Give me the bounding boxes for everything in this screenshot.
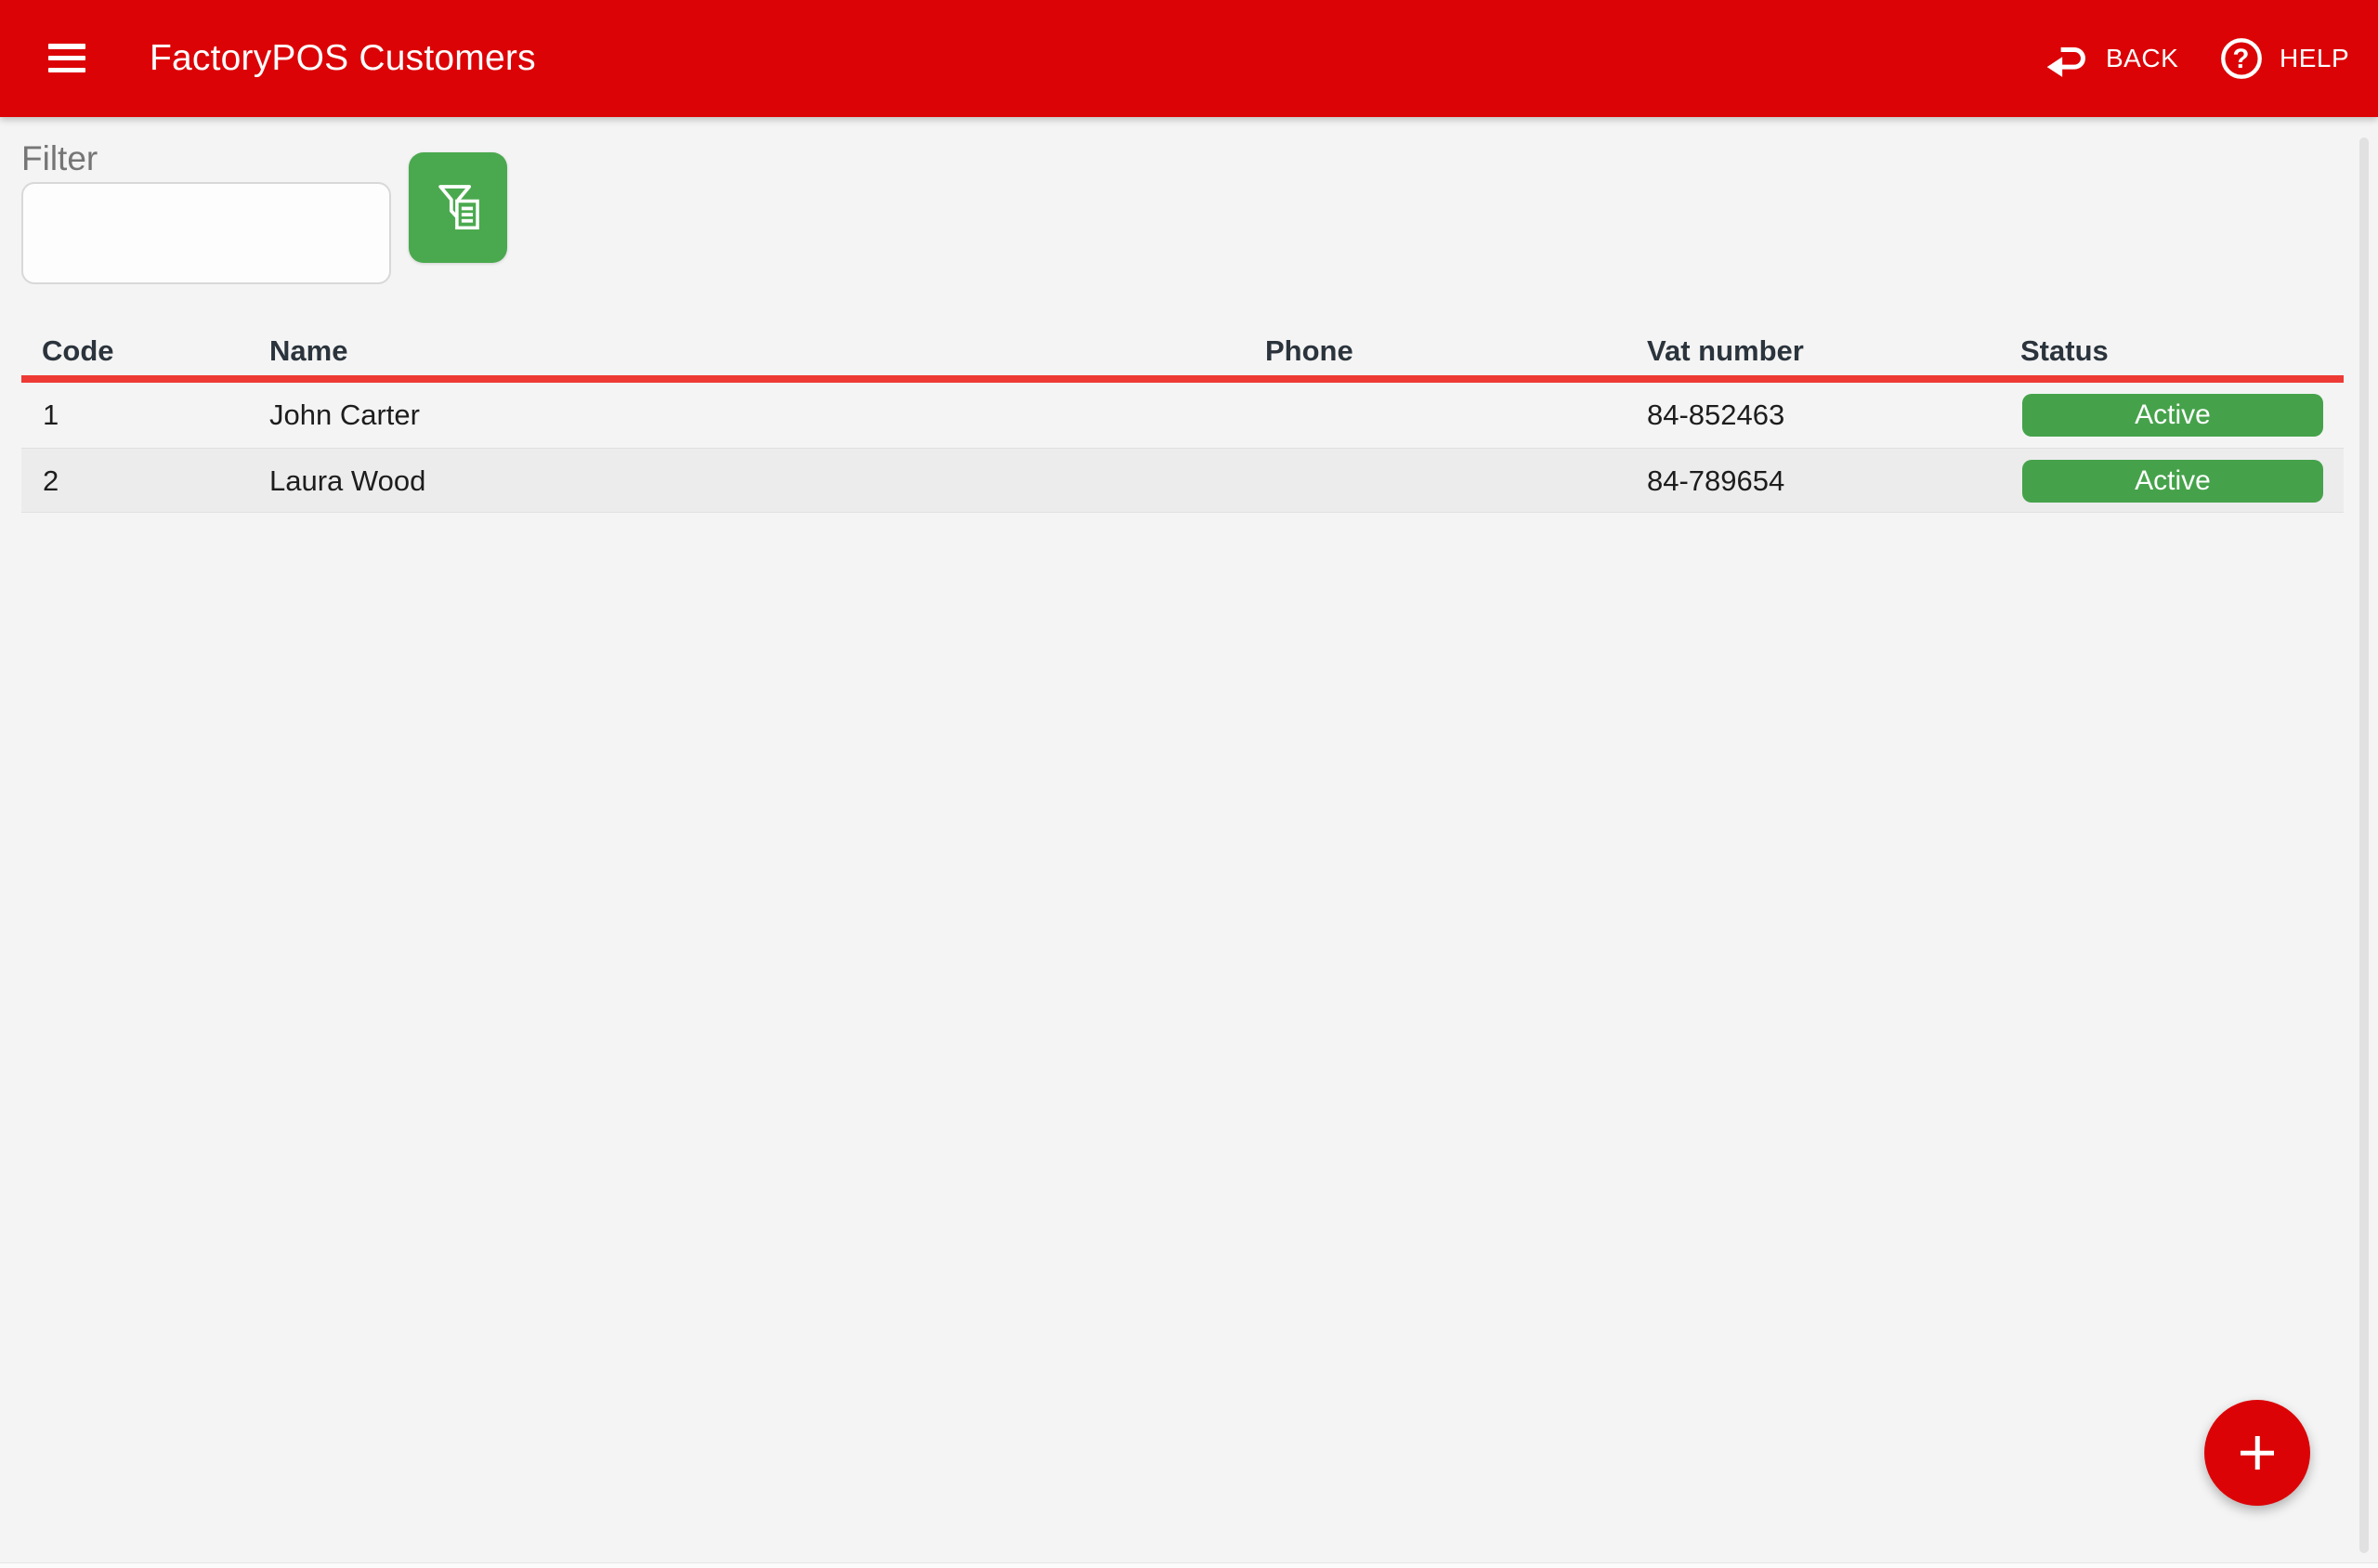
help-icon: ? [2217,34,2266,83]
table-rows: 1 John Carter 84-852463 Active 2 Laura Wood 84… [21,383,2344,513]
cell-code: 2 [43,464,59,497]
back-button[interactable]: BACK [2044,0,2178,117]
filter-label: Filter [21,139,98,177]
menu-icon[interactable] [48,44,85,72]
back-arrow-icon [2044,34,2092,83]
cell-code: 1 [43,399,59,431]
column-header-phone: Phone [1265,334,1353,367]
cell-name: Laura Wood [269,464,426,497]
table-header-row: Code Name Phone Vat number Status [21,327,2344,375]
table-row[interactable]: 2 Laura Wood 84-789654 Active [21,448,2344,513]
column-header-code: Code [42,334,114,367]
vertical-scrollbar[interactable] [2359,137,2369,1553]
add-customer-button[interactable] [2204,1400,2310,1506]
filter-list-icon [429,177,487,238]
help-label: HELP [2280,44,2350,72]
cell-vat-number: 84-852463 [1647,399,1785,431]
help-button[interactable]: ? HELP [2217,0,2349,117]
back-label: BACK [2106,44,2179,72]
bottom-scroll-track [0,1562,2378,1568]
svg-text:?: ? [2233,45,2251,74]
column-header-name: Name [269,334,348,367]
app-bar: FactoryPOS Customers BACK ? HELP [0,0,2378,117]
filter-input[interactable] [21,182,391,284]
cell-name: John Carter [269,399,420,431]
column-header-vat-number: Vat number [1647,334,1804,367]
column-header-status: Status [2020,334,2109,367]
table-row[interactable]: 1 John Carter 84-852463 Active [21,383,2344,448]
cell-vat-number: 84-789654 [1647,464,1785,497]
table-header-divider [21,375,2344,383]
apply-filter-button[interactable] [409,152,507,263]
status-badge[interactable]: Active [2022,460,2323,503]
page-title: FactoryPOS Customers [150,38,536,78]
status-badge[interactable]: Active [2022,394,2323,437]
